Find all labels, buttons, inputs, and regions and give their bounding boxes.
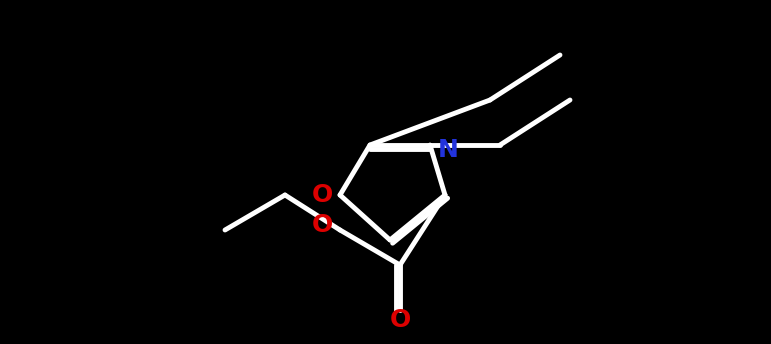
Text: O: O: [389, 308, 411, 332]
Text: O: O: [311, 183, 332, 207]
Text: N: N: [438, 138, 459, 162]
Text: O: O: [311, 213, 332, 237]
